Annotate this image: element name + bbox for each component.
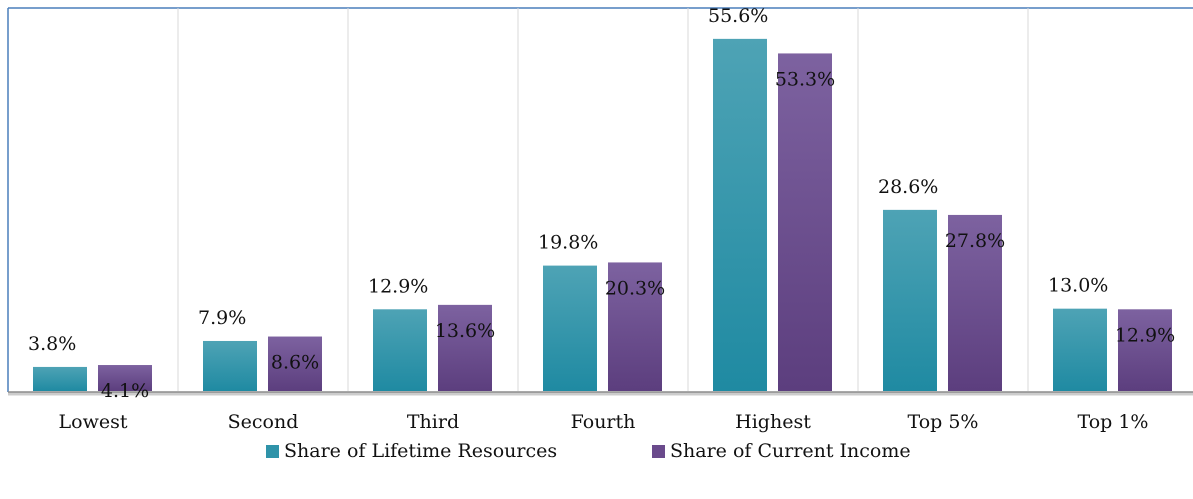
data-label: 20.3% bbox=[605, 277, 665, 299]
data-label: 27.8% bbox=[945, 230, 1005, 252]
data-label: 12.9% bbox=[1115, 324, 1175, 346]
bar bbox=[98, 365, 152, 391]
legend-swatch bbox=[652, 445, 665, 458]
x-tick-label: Second bbox=[228, 411, 299, 433]
x-tick-label: Third bbox=[407, 411, 459, 433]
bar bbox=[948, 214, 1002, 391]
x-tick-label: Fourth bbox=[571, 411, 636, 433]
bar bbox=[778, 53, 832, 391]
bar bbox=[883, 209, 937, 391]
bar bbox=[713, 38, 767, 391]
x-tick-label: Highest bbox=[735, 411, 811, 433]
bar bbox=[438, 304, 492, 391]
bar bbox=[1118, 309, 1172, 391]
legend-swatch bbox=[266, 445, 279, 458]
bar bbox=[1053, 308, 1107, 391]
legend-label: Share of Lifetime Resources bbox=[284, 440, 557, 462]
bar bbox=[543, 265, 597, 391]
data-label: 28.6% bbox=[878, 176, 938, 198]
bar bbox=[268, 336, 322, 391]
data-label: 4.1% bbox=[101, 380, 149, 402]
data-label: 19.8% bbox=[538, 232, 598, 254]
data-label: 7.9% bbox=[198, 307, 246, 329]
data-label: 8.6% bbox=[271, 352, 319, 374]
x-tick-label: Lowest bbox=[59, 411, 128, 433]
data-label: 12.9% bbox=[368, 275, 428, 297]
x-tick-label: Top 1% bbox=[1078, 411, 1149, 433]
bar bbox=[373, 309, 427, 391]
data-label: 13.6% bbox=[435, 320, 495, 342]
data-label: 13.0% bbox=[1048, 275, 1108, 297]
data-label: 3.8% bbox=[28, 333, 76, 355]
x-tick-label: Top 5% bbox=[908, 411, 979, 433]
bar bbox=[33, 366, 87, 391]
data-label: 53.3% bbox=[775, 68, 835, 90]
data-label: 55.6% bbox=[708, 5, 768, 27]
bar bbox=[203, 340, 257, 391]
bar bbox=[608, 262, 662, 391]
legend-label: Share of Current Income bbox=[670, 440, 911, 462]
